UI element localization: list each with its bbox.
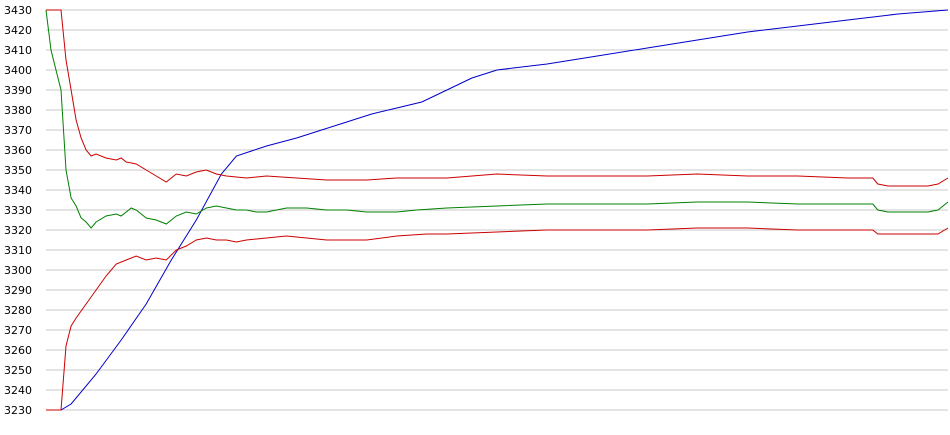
y-tick-label-3410: 3410 <box>4 44 32 57</box>
series-line-red-3 <box>46 227 949 411</box>
y-tick-label-3310: 3310 <box>4 244 32 257</box>
y-tick-label-3280: 3280 <box>4 304 32 317</box>
y-tick-label-3340: 3340 <box>4 184 32 197</box>
y-tick-label-3320: 3320 <box>4 224 32 237</box>
y-tick-label-3390: 3390 <box>4 84 32 97</box>
series-line-blue-0 <box>46 9 949 411</box>
series-line-red-2 <box>46 9 949 187</box>
y-tick-label-3290: 3290 <box>4 284 32 297</box>
y-tick-label-3270: 3270 <box>4 324 32 337</box>
y-tick-label-3430: 3430 <box>4 4 32 17</box>
y-tick-label-3370: 3370 <box>4 124 32 137</box>
y-tick-label-3420: 3420 <box>4 24 32 37</box>
y-tick-label-3240: 3240 <box>4 384 32 397</box>
series-line-green-1 <box>45 9 949 229</box>
y-tick-label-3260: 3260 <box>4 344 32 357</box>
y-tick-label-3250: 3250 <box>4 364 32 377</box>
series-lines <box>45 9 949 411</box>
y-tick-label-3350: 3350 <box>4 164 32 177</box>
y-tick-label-3300: 3300 <box>4 264 32 277</box>
y-tick-label-3360: 3360 <box>4 144 32 157</box>
y-tick-label-3380: 3380 <box>4 104 32 117</box>
y-tick-label-3330: 3330 <box>4 204 32 217</box>
y-axis-tick-labels: 3230 3240 3250 3260 3270 3280 3290 3300 3310 3320… <box>4 4 32 417</box>
y-tick-label-3230: 3230 <box>4 404 32 417</box>
y-tick-label-3400: 3400 <box>4 64 32 77</box>
